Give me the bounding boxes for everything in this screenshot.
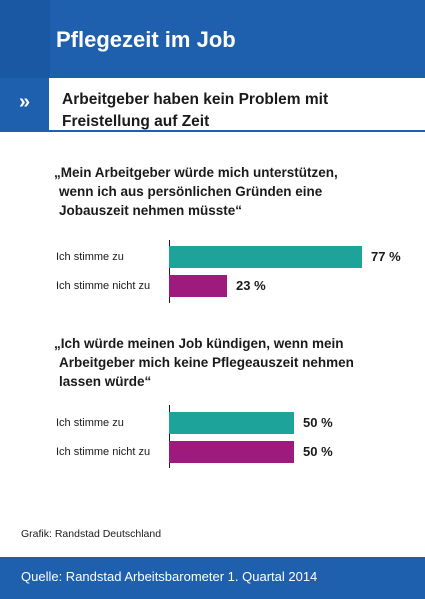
chart1-bar-disagree (169, 275, 227, 297)
header-left-strip (0, 0, 50, 78)
subheader-band (0, 78, 425, 130)
chart2-question-line-3: lassen würde“ (59, 374, 152, 389)
chart1-question-line-1: „Mein Arbeitgeber würde mich unterstütze… (54, 165, 338, 180)
header-banner (0, 0, 425, 78)
chart1-value-disagree: 23 % (236, 278, 266, 293)
chart2-category-label-1: Ich stimme zu (56, 417, 124, 429)
chart1-category-label-1: Ich stimme zu (56, 251, 124, 263)
chart1-question-line-3: Jobauszeit nehmen müsste“ (59, 203, 243, 218)
chart1-category-label-2: Ich stimme nicht zu (56, 280, 151, 292)
chart1-value-agree: 77 % (371, 249, 401, 264)
chart1-bar-agree (169, 246, 362, 268)
chart2-bar-agree (169, 412, 294, 434)
chart2-value-disagree: 50 % (303, 444, 333, 459)
divider-line (0, 130, 425, 132)
chart2-value-agree: 50 % (303, 415, 333, 430)
chart2-axis (169, 405, 170, 468)
graphic-credit: Grafik: Randstad Deutschland (21, 528, 162, 540)
chart2-question-line-2: Arbeitgeber mich keine Pflegeauszeit neh… (59, 355, 354, 370)
chart2-question: „Ich würde meinen Job kündigen, wenn mei… (54, 334, 354, 391)
footer-band (0, 557, 425, 599)
chart1-question: „Mein Arbeitgeber würde mich unterstütze… (54, 163, 338, 220)
chart1-question-line-2: wenn ich aus persönlichen Gründen eine (59, 184, 323, 199)
subheader-arrow-box (0, 78, 49, 130)
chart2-category-label-2: Ich stimme nicht zu (56, 446, 151, 458)
chart2-question-line-1: „Ich würde meinen Job kündigen, wenn mei… (54, 336, 344, 351)
source-note: Quelle: Randstad Arbeitsbarometer 1. Qua… (21, 569, 318, 584)
page-title: Pflegezeit im Job (56, 27, 236, 52)
chevron-right-icon: » (18, 91, 31, 113)
chart2-bar-disagree (169, 441, 294, 463)
subheader-title: Arbeitgeber haben kein Problem mit Freis… (62, 91, 329, 130)
chart1-axis (169, 240, 170, 303)
